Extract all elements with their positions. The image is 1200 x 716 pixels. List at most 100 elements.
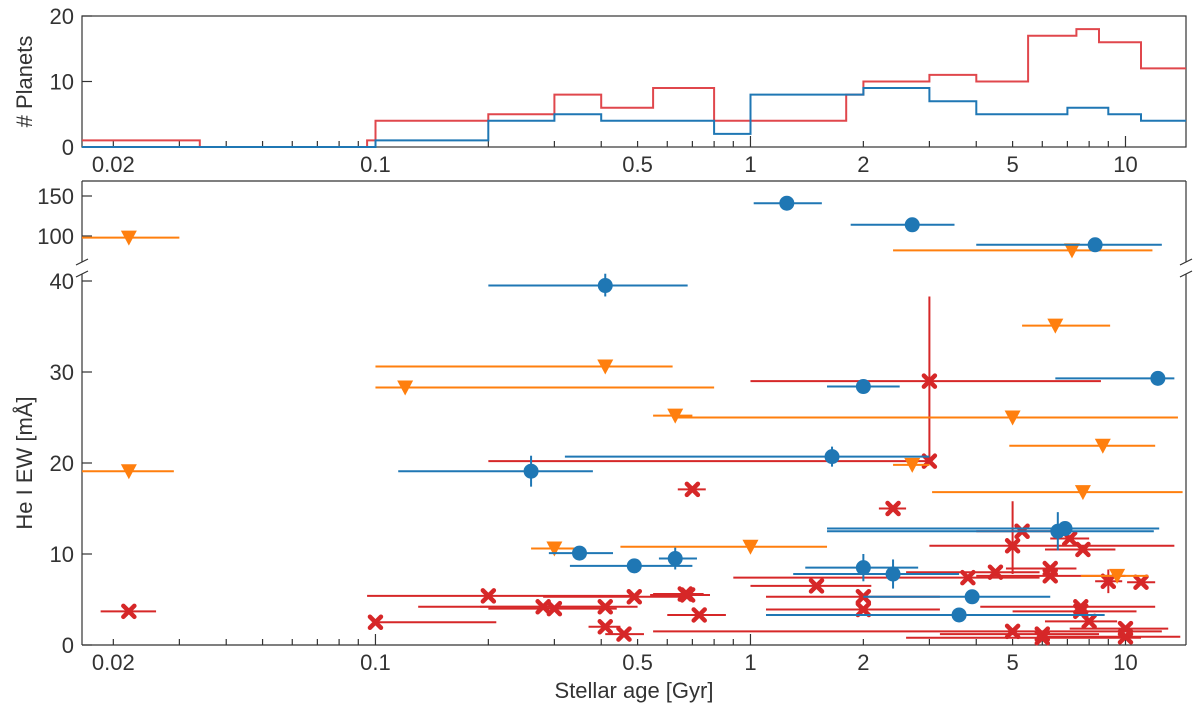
point-non-detection [100,603,157,620]
point-detection [753,195,822,211]
triangle-marker [1047,318,1064,334]
triangle-marker [1074,485,1091,501]
y-tick-label: 10 [50,70,74,95]
x-tick-label: 0.02 [92,152,135,177]
x-marker [1117,629,1134,645]
point-upper-limit [672,410,1178,426]
x-marker [597,599,614,615]
point-detection [976,237,1162,253]
point-non-detection [1127,574,1156,590]
x-marker [960,569,976,586]
x-tick-label: 10 [1113,650,1137,675]
scatter-x-label: Stellar age [Gyr] [555,678,714,703]
point-non-detection [488,600,617,617]
point-detection [805,554,919,582]
y-tick-label: 40 [50,269,74,294]
circle-marker [951,607,967,623]
x-marker [1042,568,1058,584]
point-upper-limit [932,485,1183,501]
x-marker [921,373,938,389]
triangle-marker [546,541,563,557]
circle-marker [824,449,840,465]
point-detection [850,217,955,233]
circle-marker [855,560,871,576]
triangle-marker [667,408,684,424]
x-marker [885,500,901,517]
x-tick-label: 0.5 [622,152,653,177]
point-non-detection [1042,629,1181,645]
circle-marker [626,558,642,574]
y-tick-label: 10 [50,542,74,567]
x-tick-label: 0.1 [360,650,391,675]
point-upper-limit [653,408,693,424]
x-tick-label: 10 [1113,152,1137,177]
point-detection [398,455,593,487]
x-tick-label: 2 [857,152,869,177]
point-detection [658,547,697,570]
point-non-detection [878,500,907,517]
circle-marker [964,589,980,605]
point-non-detection [650,587,711,603]
point-upper-limit [1022,318,1111,334]
circle-marker [1057,521,1073,537]
triangle-marker [397,380,414,396]
point-non-detection [367,614,497,630]
x-tick-label: 0.02 [92,650,135,675]
x-marker [1081,613,1097,630]
x-marker [1133,574,1149,590]
x-marker [808,578,825,594]
triangle-marker [597,359,614,375]
axis-break-mark [75,258,89,266]
point-detection [827,521,1160,537]
y-tick-label: 100 [37,224,74,249]
point-upper-limit [893,243,1153,259]
point-upper-limit [82,464,174,480]
x-marker [480,588,497,604]
scatter-panel: 100 150 0 10 20 30 40 0.02 0.1 0.5 1 2 5 10 He I EW [m… [12,180,1193,703]
scatter-y-label: He I EW [mÅ] [12,396,37,529]
axis-break-mark [1179,258,1193,266]
point-non-detection [479,599,638,615]
y-tick-label: 20 [50,4,74,29]
x-marker [121,603,137,620]
point-upper-limit [1009,438,1156,454]
point-non-detection [677,481,706,498]
point-detection [765,607,1105,623]
x-tick-label: 5 [1006,152,1018,177]
histogram-panel: 0 10 20 0.02 0.1 0.5 1 2 5 10 # Planets [12,4,1187,177]
triangle-marker [1004,410,1021,426]
histogram-step-detections [82,87,1186,148]
x-tick-label: 2 [857,650,869,675]
x-tick-label: 1 [744,650,756,675]
x-marker [1075,541,1091,558]
point-detection [548,545,614,561]
x-marker [1004,538,1021,554]
circle-marker [1087,237,1103,253]
x-tick-label: 1 [744,152,756,177]
y-tick-label: 20 [50,451,74,476]
circle-marker [779,195,795,211]
point-non-detection [543,589,693,605]
x-marker [684,481,701,498]
triangle-marker [120,464,137,480]
circle-marker [1150,370,1166,386]
point-non-detection [750,296,1101,462]
point-non-detection [588,619,621,635]
point-detection [793,559,960,589]
circle-marker [855,379,871,395]
circle-marker [523,463,539,479]
point-detection [569,558,693,574]
point-detection [564,446,930,467]
point-upper-limit [1080,568,1149,584]
circle-marker [571,545,587,561]
triangle-marker [904,457,921,473]
y-tick-label: 0 [62,633,74,658]
point-detection [827,512,1154,551]
axis-break-mark [1179,270,1193,278]
axis-break-mark [75,270,89,278]
x-marker [1100,573,1117,590]
x-tick-label: 0.1 [360,152,391,177]
point-non-detection [750,578,872,594]
y-tick-label: 0 [62,135,74,160]
